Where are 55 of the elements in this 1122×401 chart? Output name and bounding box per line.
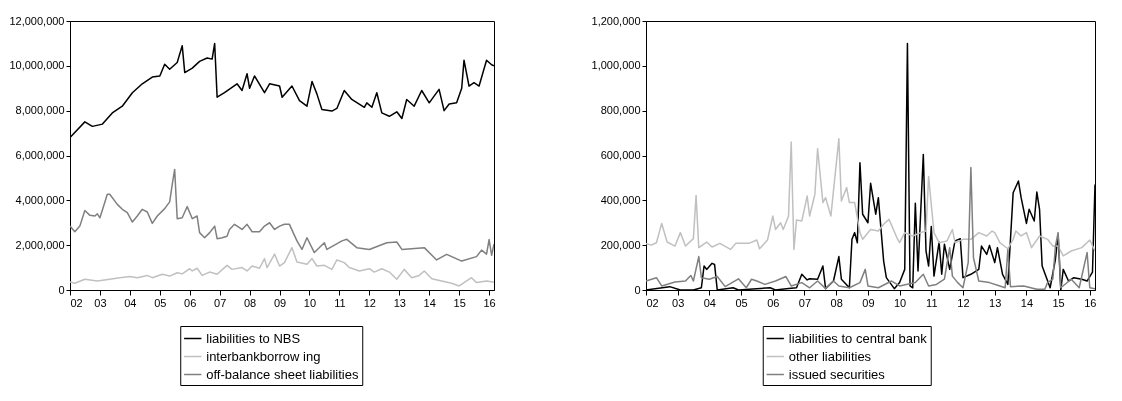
- legend-label: off-balance sheet liabilities: [206, 366, 359, 382]
- y-tick-label: 2,000,000: [15, 238, 65, 251]
- y-tick-label: 200,000: [600, 238, 641, 251]
- y-tick-label: 1,200,000: [591, 14, 641, 27]
- x-tick-label: 03: [94, 296, 107, 309]
- x-tick-label: 09: [273, 296, 287, 309]
- y-tick-label: 12,000,000: [9, 14, 65, 27]
- y-tick-label: 0: [634, 283, 641, 296]
- line-series: [646, 137, 1095, 257]
- y-tick-label: 8,000,000: [15, 104, 65, 117]
- x-tick-label: 12: [957, 296, 970, 309]
- x-tick-label: 15: [1052, 296, 1065, 309]
- line-series: [70, 168, 494, 262]
- x-tick-label: 14: [1020, 296, 1034, 309]
- x-tick-label: 13: [393, 296, 406, 309]
- x-tick-label: 08: [243, 296, 257, 309]
- legend-label: liabilities to NBS: [206, 330, 301, 346]
- line-series: [646, 166, 1095, 290]
- y-tick-label: 10,000,000: [9, 59, 65, 72]
- line-series: [70, 42, 494, 139]
- y-tick-label: 1,000,000: [591, 59, 641, 72]
- legend-label: issued securities: [788, 366, 886, 382]
- x-tick-label: 12: [363, 296, 376, 309]
- y-tick-label: 800,000: [600, 104, 641, 117]
- x-tick-label: 05: [154, 296, 167, 309]
- x-tick-label: 02: [646, 296, 659, 309]
- y-tick-label: 6,000,000: [15, 149, 65, 161]
- x-tick-label: 14: [423, 296, 436, 309]
- x-tick-label: 06: [184, 296, 197, 309]
- y-tick-label: 400,000: [600, 193, 641, 206]
- x-tick-label: 11: [926, 296, 938, 309]
- x-tick-label: 11: [334, 296, 346, 309]
- legend-label: liabilities to central bank: [788, 330, 928, 346]
- x-tick-label: 02: [70, 296, 83, 309]
- x-tick-label: 06: [767, 296, 780, 309]
- x-tick-label: 05: [735, 296, 748, 309]
- x-tick-label: 10: [894, 296, 907, 309]
- x-tick-label: 04: [124, 296, 137, 309]
- legend-label: other liabilities: [788, 348, 872, 364]
- x-tick-label: 07: [798, 296, 812, 309]
- x-tick-label: 16: [483, 296, 496, 309]
- x-tick-label: 08: [830, 296, 843, 309]
- x-tick-label: 07: [214, 296, 227, 309]
- x-tick-label: 03: [672, 296, 685, 309]
- y-tick-label: 4,000,000: [15, 193, 65, 206]
- x-tick-label: 09: [862, 296, 875, 309]
- x-tick-label: 10: [303, 296, 317, 309]
- legend-label: interbankborrow ing: [206, 348, 321, 364]
- line-series: [70, 246, 494, 287]
- x-tick-label: 04: [703, 296, 716, 309]
- x-tick-label: 16: [1084, 296, 1097, 309]
- x-tick-label: 15: [453, 296, 466, 309]
- y-tick-label: 0: [58, 283, 65, 296]
- x-tick-label: 13: [989, 296, 1002, 309]
- y-tick-label: 600,000: [600, 149, 641, 161]
